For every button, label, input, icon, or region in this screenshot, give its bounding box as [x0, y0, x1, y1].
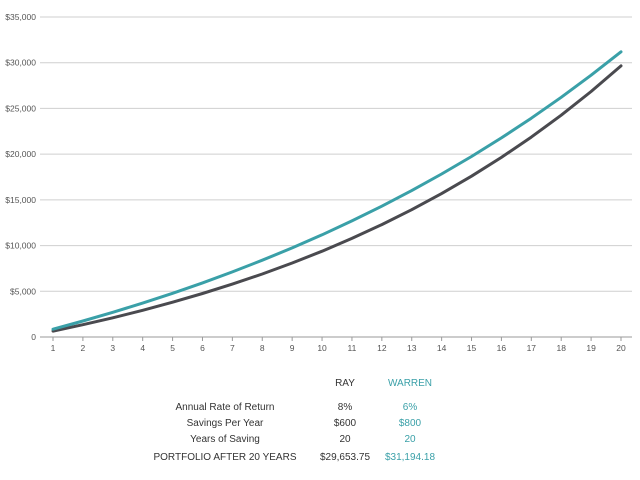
series-line-warren	[51, 50, 623, 331]
x-tick-label: 6	[200, 343, 205, 353]
ray-value: $29,653.75	[319, 452, 371, 463]
x-tick-label: 5	[170, 343, 175, 353]
summary-row-label: Annual Rate of Return	[175, 402, 275, 413]
summary-header-row: RAY WARREN	[0, 378, 640, 392]
summary-row-savings-per-year: Savings Per Year $600 $800	[0, 418, 640, 432]
x-tick-label: 2	[81, 343, 86, 353]
x-tick-label: 12	[377, 343, 387, 353]
line-chart: 0 $5,000 $10,000 $15,000 $20,000 $25,000 $30,0…	[5, 12, 632, 353]
summary-row-label: Years of Saving	[190, 434, 260, 445]
x-tick-label: 17	[527, 343, 537, 353]
x-tick-label: 19	[586, 343, 596, 353]
summary-row-label: Savings Per Year	[186, 418, 264, 429]
x-tick-label: 8	[260, 343, 265, 353]
summary-row-rate-of-return: Annual Rate of Return 8% 6%	[0, 402, 640, 416]
x-tick-label: 11	[348, 343, 357, 353]
warren-value: $31,194.18	[384, 452, 436, 463]
x-tick-label: 20	[616, 343, 626, 353]
y-tick-label: $35,000	[5, 12, 36, 22]
y-tick-label: 0	[31, 332, 36, 342]
ray-value: 20	[339, 434, 351, 445]
x-tick-label: 9	[290, 343, 295, 353]
x-tick-label: 13	[407, 343, 417, 353]
summary-row-portfolio-total: PORTFOLIO AFTER 20 YEARS $29,653.75 $31,…	[0, 452, 640, 466]
x-tick-label: 18	[556, 343, 566, 353]
grid-lines	[40, 16, 632, 338]
ray-column-header: RAY	[335, 378, 355, 389]
x-tick-label: 16	[497, 343, 507, 353]
x-tick-label: 15	[467, 343, 477, 353]
y-tick-label: $15,000	[5, 195, 36, 205]
ray-value: 8%	[337, 402, 353, 413]
y-axis-tick-labels: 0 $5,000 $10,000 $15,000 $20,000 $25,000 $30,0…	[5, 12, 36, 342]
x-tick-label: 4	[140, 343, 145, 353]
ray-value: $600	[333, 418, 357, 429]
y-tick-label: $30,000	[5, 58, 36, 68]
y-tick-label: $20,000	[5, 149, 36, 159]
y-tick-label: $5,000	[10, 286, 36, 296]
x-tick-label: 3	[110, 343, 115, 353]
y-tick-label: $25,000	[5, 103, 36, 113]
summary-row-label: PORTFOLIO AFTER 20 YEARS	[153, 452, 297, 463]
x-tick-label: 10	[317, 343, 327, 353]
x-tick-label: 1	[51, 343, 56, 353]
summary-row-years-of-saving: Years of Saving 20 20	[0, 434, 640, 448]
series-lines	[51, 50, 623, 333]
x-tick-label: 14	[437, 343, 447, 353]
warren-value: $800	[398, 418, 422, 429]
x-tick-label: 7	[230, 343, 235, 353]
series-line-ray	[51, 64, 623, 333]
y-tick-label: $10,000	[5, 241, 36, 251]
x-axis-tick-labels: 1 2 3 4 5 6 7 8 9 10 11 12 13 14 15 16 17 18 19 20	[51, 337, 626, 353]
warren-value: 20	[404, 434, 416, 445]
warren-column-header: WARREN	[387, 378, 433, 389]
warren-value: 6%	[402, 402, 418, 413]
